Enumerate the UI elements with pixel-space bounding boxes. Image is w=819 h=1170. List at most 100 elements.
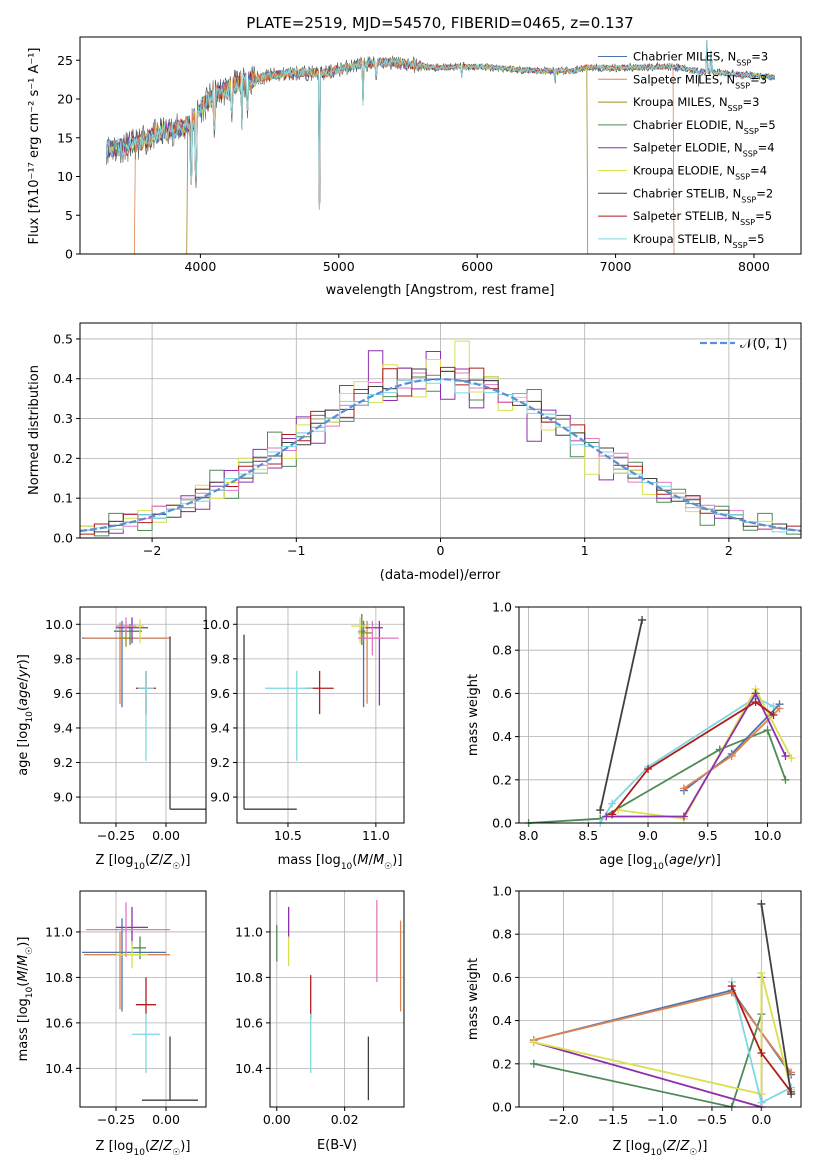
x-tick-label: 8.0 xyxy=(519,828,539,843)
x-tick-label: −1.5 xyxy=(598,1112,628,1127)
plot-frame xyxy=(518,890,802,1108)
plot-frame xyxy=(79,606,207,824)
x-tick-label: 0.0 xyxy=(751,1112,771,1127)
y-tick-label: 10 xyxy=(57,169,73,184)
y-tick-label: 10.4 xyxy=(235,1061,263,1076)
y-tick-label: 10.0 xyxy=(45,617,73,632)
x-axis-label: (data-model)/error xyxy=(380,568,501,583)
y-tick-label: 0.4 xyxy=(492,1013,512,1028)
y-tick-label: 10.4 xyxy=(45,1061,73,1076)
x-tick-label: −2 xyxy=(143,543,161,558)
errorbar-group xyxy=(82,902,198,1101)
x-tick-label: −1 xyxy=(287,543,305,558)
y-tick-label: 1.0 xyxy=(492,884,512,899)
y-tick-label: 10.8 xyxy=(235,970,263,985)
weight-vs-age-panel: 8.0 8.5 9.0 9.5 10.0 0.0 0.2 0.4 0.6 0.8 1.0 age [l… xyxy=(466,600,802,872)
weight-marker xyxy=(529,1059,538,1068)
weight-line-salpeter-elodie xyxy=(533,977,763,1109)
weight-marker xyxy=(727,982,736,991)
weight-marker xyxy=(781,752,790,761)
weight-marker xyxy=(769,711,778,719)
y-tick-label: 0.0 xyxy=(492,1100,512,1115)
y-tick-label: 9.8 xyxy=(210,651,230,666)
weight-marker xyxy=(602,812,611,821)
errorbar-group xyxy=(276,900,402,1101)
weight-line-kroupa-elodie xyxy=(533,972,792,1096)
legend-entry: Kroupa MILES, NSSP=3 xyxy=(633,95,759,113)
plot-frame xyxy=(79,322,802,539)
y-tick-label: 25 xyxy=(57,53,73,68)
weight-marker xyxy=(529,1038,538,1047)
weight-marker xyxy=(644,765,653,773)
errorbar-group xyxy=(243,613,399,810)
x-tick-label: 5000 xyxy=(323,259,355,274)
x-tick-label: 0.00 xyxy=(152,1112,180,1127)
x-tick-label: 11.0 xyxy=(362,828,390,843)
x-tick-label: 0.00 xyxy=(263,1112,291,1127)
x-tick-label: 4000 xyxy=(184,259,216,274)
weight-marker xyxy=(763,726,772,735)
y-tick-label: 0.2 xyxy=(53,451,73,466)
weight-marker xyxy=(608,799,617,808)
y-tick-label: 0.2 xyxy=(492,772,512,787)
y-axis-label: mass weight xyxy=(466,674,481,756)
y-tick-label: 0.6 xyxy=(492,970,512,985)
y-axis-label: age [log10(age/yr)] xyxy=(16,654,35,776)
y-tick-label: 11.0 xyxy=(235,924,263,939)
spectrum-panel: 4000 5000 6000 7000 8000 0 5 10 15 20 25 Chabrier M… xyxy=(27,14,802,298)
weight-marker xyxy=(638,615,647,624)
weight-marker xyxy=(757,1098,766,1107)
age-vs-mass-panel: 10.5 11.0 9.0 9.2 9.4 9.6 9.8 10.0 mass [log10(M… xyxy=(202,606,405,872)
normal-curve xyxy=(79,378,802,533)
x-tick-label: 0.00 xyxy=(152,828,180,843)
mass-vs-ebv-panel: 0.00 0.02 10.4 10.6 10.8 11.0 E(B-V) xyxy=(235,890,405,1153)
y-tick-label: 20 xyxy=(57,92,73,107)
y-tick-label: 9.2 xyxy=(210,755,230,770)
weight-marker xyxy=(787,754,796,763)
x-tick-label: 9.0 xyxy=(638,828,658,843)
y-tick-label: 10.8 xyxy=(45,970,73,985)
x-tick-label: 2 xyxy=(725,543,733,558)
y-tick-label: 9.4 xyxy=(210,720,230,735)
y-tick-label: 11.0 xyxy=(45,924,73,939)
mass-vs-metallicity-panel: −0.25 0.00 10.4 10.6 10.8 11.0 Z [log10(Z/Z☉)]… xyxy=(16,890,207,1158)
weight-vs-metallicity-panel: −2.0 −1.5 −1.0 −0.5 0.0 0.0 0.2 0.4 0.6 0.8 1.0 Z [… xyxy=(466,884,802,1158)
y-tick-label: 0.0 xyxy=(492,816,512,831)
y-axis-label: mass weight xyxy=(466,958,481,1040)
weight-marker xyxy=(679,812,688,821)
legend-entry: Kroupa ELODIE, NSSP=4 xyxy=(633,164,767,182)
weight-line-chabrier-elodie xyxy=(533,1013,763,1109)
y-tick-label: 9.0 xyxy=(53,790,73,805)
y-tick-label: 10.0 xyxy=(202,617,230,632)
y-tick-label: 0.0 xyxy=(53,531,73,546)
plot-frame xyxy=(79,890,207,1108)
weight-marker xyxy=(751,689,760,698)
legend-entry: Kroupa STELIB, NSSP=5 xyxy=(633,232,764,250)
weight-line-chabrier-stelib xyxy=(760,903,792,1095)
x-axis-label: age [log10(age/yr)] xyxy=(599,853,721,872)
weight-marker xyxy=(679,784,688,793)
x-axis-label: Z [log10(Z/Z☉)] xyxy=(96,853,191,872)
x-tick-label: −0.5 xyxy=(697,1112,727,1127)
weight-line-salpeter-elodie xyxy=(606,691,787,818)
y-axis-label: mass [log10(M/M☉)] xyxy=(16,937,35,1062)
y-tick-label: 10.6 xyxy=(45,1015,73,1030)
y-tick-label: 9.0 xyxy=(210,790,230,805)
y-tick-label: 0.8 xyxy=(492,927,512,942)
y-tick-label: 9.4 xyxy=(53,720,73,735)
legend-entry: Chabrier ELODIE, NSSP=5 xyxy=(633,118,776,136)
weight-line-salpeter-stelib xyxy=(611,700,775,815)
weight-marker xyxy=(751,698,760,707)
x-tick-label: −2.0 xyxy=(548,1112,578,1127)
plot-frame xyxy=(79,36,802,255)
y-axis-label: Flux [fλ10⁻¹⁷ erg cm⁻² s⁻¹ A⁻¹] xyxy=(27,48,42,245)
legend-entry: Chabrier MILES, NSSP=3 xyxy=(633,50,768,68)
x-tick-label: 9.5 xyxy=(698,828,718,843)
y-tick-label: 10.6 xyxy=(235,1015,263,1030)
y-tick-label: 9.2 xyxy=(53,755,73,770)
x-tick-label: 7000 xyxy=(600,259,632,274)
y-tick-label: 0.4 xyxy=(492,729,512,744)
plot-frame xyxy=(236,606,405,824)
legend-entry: 𝒩(0, 1) xyxy=(740,337,787,352)
